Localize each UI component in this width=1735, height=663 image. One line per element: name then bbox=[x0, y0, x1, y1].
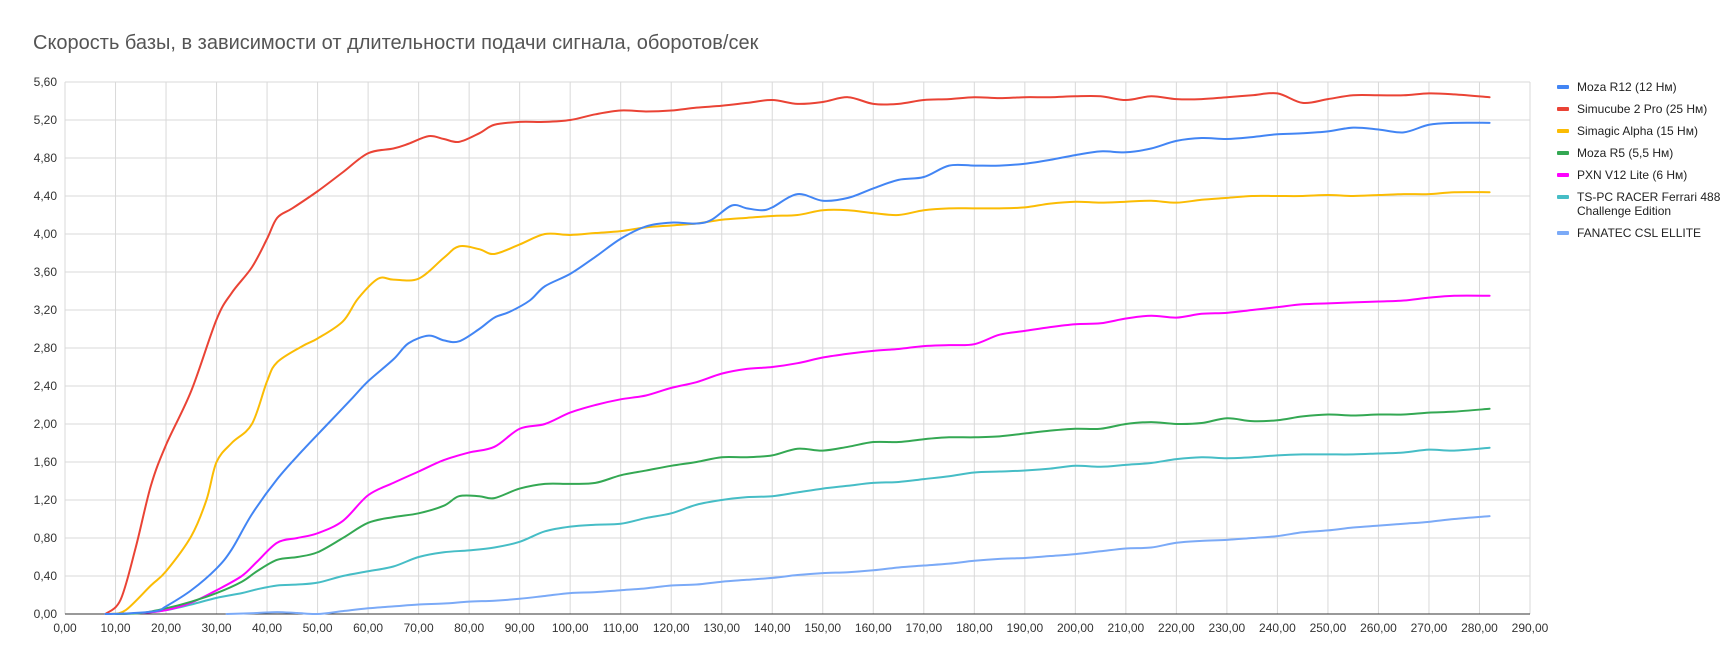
x-tick-label: 260,00 bbox=[1360, 621, 1397, 635]
legend-label: Moza R5 (5,5 Нм) bbox=[1577, 146, 1673, 160]
y-tick-label: 1,20 bbox=[34, 493, 58, 507]
x-tick-label: 270,00 bbox=[1411, 621, 1448, 635]
y-tick-label: 2,00 bbox=[34, 417, 58, 431]
grid-layer bbox=[64, 81, 1531, 614]
x-tick-label: 240,00 bbox=[1259, 621, 1296, 635]
x-tick-label: 10,00 bbox=[101, 621, 131, 635]
x-tick-label: 250,00 bbox=[1310, 621, 1347, 635]
x-tick-label: 90,00 bbox=[505, 621, 535, 635]
legend-swatch bbox=[1557, 151, 1569, 155]
x-tick-label: 50,00 bbox=[303, 621, 333, 635]
legend-swatch bbox=[1557, 195, 1569, 199]
legend-label: PXN V12 Lite (6 Нм) bbox=[1577, 168, 1687, 182]
y-tick-label: 1,60 bbox=[34, 455, 58, 469]
x-tick-label: 70,00 bbox=[404, 621, 434, 635]
y-tick-label: 3,20 bbox=[34, 303, 58, 317]
x-tick-label: 210,00 bbox=[1108, 621, 1145, 635]
y-tick-label: 2,80 bbox=[34, 341, 58, 355]
legend-label: Moza R12 (12 Нм) bbox=[1577, 80, 1677, 94]
legend-label: FANATEC CSL ELLITE bbox=[1577, 226, 1701, 240]
legend-swatch bbox=[1557, 129, 1569, 133]
legend-label: Simucube 2 Pro (25 Нм) bbox=[1577, 102, 1707, 116]
y-tick-label: 4,80 bbox=[34, 151, 58, 165]
x-tick-label: 60,00 bbox=[353, 621, 383, 635]
x-tick-label: 190,00 bbox=[1006, 621, 1043, 635]
series-line-6 bbox=[114, 446, 1491, 615]
series-layer bbox=[104, 92, 1491, 616]
x-tick-label: 0,00 bbox=[53, 621, 77, 635]
legend: Moza R12 (12 Нм) Simucube 2 Pro (25 Нм) Si… bbox=[1557, 80, 1721, 240]
x-tick-label: 40,00 bbox=[252, 621, 282, 635]
x-tick-label: 20,00 bbox=[151, 621, 181, 635]
x-tick-label: 100,00 bbox=[552, 621, 589, 635]
x-tick-label: 280,00 bbox=[1461, 621, 1498, 635]
series-line-4 bbox=[114, 407, 1491, 615]
y-tick-label: 5,60 bbox=[34, 75, 58, 89]
x-tick-label: 230,00 bbox=[1209, 621, 1246, 635]
x-tick-label: 30,00 bbox=[202, 621, 232, 635]
legend-swatch bbox=[1557, 231, 1569, 235]
legend-label: Simagic Alpha (15 Нм) bbox=[1577, 124, 1698, 138]
chart-title: Скорость базы, в зависимости от длительн… bbox=[33, 32, 759, 54]
y-tick-label: 0,40 bbox=[34, 569, 58, 583]
y-tick-label: 0,80 bbox=[34, 531, 58, 545]
y-tick-label: 5,20 bbox=[34, 113, 58, 127]
x-tick-label: 120,00 bbox=[653, 621, 690, 635]
x-tick-label: 200,00 bbox=[1057, 621, 1094, 635]
x-tick-label: 290,00 bbox=[1512, 621, 1549, 635]
x-tick-label: 180,00 bbox=[956, 621, 993, 635]
y-tick-label: 3,60 bbox=[34, 265, 58, 279]
x-tick-label: 170,00 bbox=[905, 621, 942, 635]
legend-swatch bbox=[1557, 173, 1569, 177]
y-tick-label: 4,00 bbox=[34, 227, 58, 241]
series-line-7 bbox=[225, 515, 1491, 616]
x-tick-label: 80,00 bbox=[454, 621, 484, 635]
x-tick-label: 220,00 bbox=[1158, 621, 1195, 635]
y-tick-label: 4,40 bbox=[34, 189, 58, 203]
x-tick-label: 140,00 bbox=[754, 621, 791, 635]
x-tick-label: 130,00 bbox=[703, 621, 740, 635]
x-tick-label: 110,00 bbox=[603, 621, 639, 635]
x-tick-label: 150,00 bbox=[804, 621, 841, 635]
legend-swatch bbox=[1557, 107, 1569, 111]
y-tick-label: 0,00 bbox=[34, 607, 58, 621]
series-line-5 bbox=[114, 294, 1491, 615]
series-line-2 bbox=[104, 92, 1491, 615]
y-tick-label: 2,40 bbox=[34, 379, 58, 393]
legend-swatch bbox=[1557, 85, 1569, 89]
legend-label: TS-PC RACER Ferrari 488 Challenge Edition bbox=[1577, 190, 1721, 218]
series-line-3 bbox=[109, 191, 1491, 615]
axis-layer: 0,00 0,40 0,80 1,20 1,60 2,00 2,40 2,80 3,20 3,60… bbox=[34, 75, 1549, 635]
series-line-1 bbox=[104, 121, 1491, 615]
x-tick-label: 160,00 bbox=[855, 621, 892, 635]
